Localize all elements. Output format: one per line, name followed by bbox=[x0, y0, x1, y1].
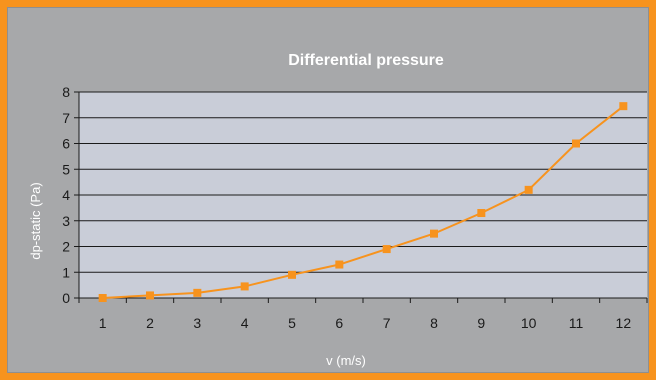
x-tick-label: 2 bbox=[146, 315, 154, 331]
y-tick-label: 1 bbox=[62, 264, 70, 280]
x-tick-label: 4 bbox=[241, 315, 249, 331]
x-tick-label: 3 bbox=[193, 315, 201, 331]
x-tick-label: 1 bbox=[99, 315, 107, 331]
data-point-marker bbox=[240, 282, 249, 291]
y-tick-label: 0 bbox=[62, 290, 70, 306]
data-point-marker bbox=[477, 209, 486, 218]
x-tick-label: 10 bbox=[521, 315, 537, 331]
data-point-marker bbox=[430, 229, 438, 238]
axes bbox=[78, 92, 648, 303]
y-tick-label: 5 bbox=[62, 161, 70, 177]
x-axis-label: v (m/s) bbox=[326, 353, 366, 368]
y-tick-label: 4 bbox=[62, 187, 70, 203]
x-tick-label: 8 bbox=[430, 315, 438, 331]
x-tick-label: 7 bbox=[383, 315, 391, 331]
y-tick-label: 8 bbox=[62, 84, 70, 100]
y-tick-labels: 0 1 2 3 4 5 6 7 8 bbox=[62, 84, 70, 306]
data-point-marker bbox=[382, 245, 391, 254]
series-markers bbox=[98, 102, 628, 302]
y-tick-label: 6 bbox=[62, 136, 70, 152]
grid-lines bbox=[74, 91, 647, 299]
x-tick-label: 5 bbox=[288, 315, 296, 331]
data-point-marker bbox=[524, 185, 533, 194]
x-tick-label: 12 bbox=[616, 315, 632, 331]
y-tick-label: 7 bbox=[62, 110, 70, 126]
data-point-marker bbox=[193, 288, 202, 297]
y-tick-label: 2 bbox=[62, 239, 70, 255]
data-point-marker bbox=[98, 294, 107, 302]
x-tick-label: 6 bbox=[335, 315, 343, 331]
x-tick-label: 11 bbox=[569, 315, 584, 331]
chart-title: Differential pressure bbox=[288, 52, 444, 69]
data-point-marker bbox=[572, 139, 580, 148]
x-tick-labels: 1 2 3 4 5 6 7 8 9 10 11 12 bbox=[99, 315, 632, 331]
x-tick-label: 9 bbox=[477, 315, 485, 331]
y-tick-label: 3 bbox=[62, 213, 70, 229]
data-point-marker bbox=[619, 102, 628, 111]
series-line bbox=[102, 105, 624, 299]
y-axis-label: dp-static (Pa) bbox=[28, 182, 43, 259]
data-point-marker bbox=[335, 260, 344, 269]
data-point-marker bbox=[288, 270, 296, 279]
series-line-path bbox=[102, 105, 624, 299]
data-point-marker bbox=[146, 291, 154, 300]
